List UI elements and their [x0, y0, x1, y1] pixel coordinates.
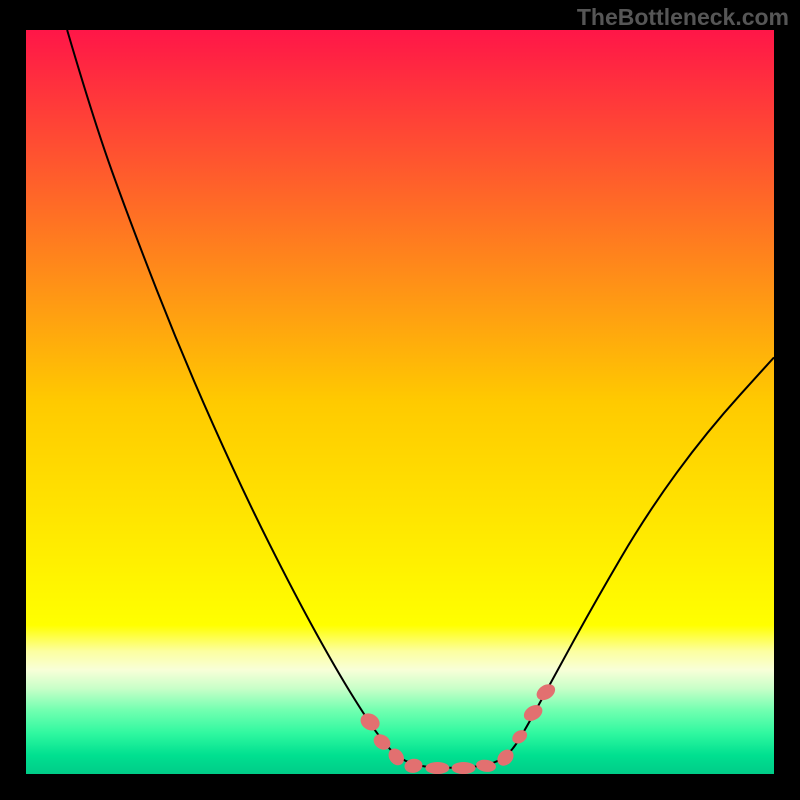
valley-marker	[521, 702, 545, 724]
valley-marker	[510, 727, 530, 746]
chart-plot-area	[26, 30, 774, 774]
valley-marker	[452, 762, 476, 774]
valley-marker	[475, 758, 496, 773]
valley-marker	[494, 746, 517, 769]
valley-curve-svg	[26, 30, 774, 774]
watermark-text: TheBottleneck.com	[577, 4, 789, 31]
valley-marker	[403, 757, 423, 774]
performance-curve	[67, 30, 774, 768]
valley-marker	[534, 681, 558, 703]
valley-marker	[357, 710, 382, 734]
valley-marker	[425, 762, 449, 774]
